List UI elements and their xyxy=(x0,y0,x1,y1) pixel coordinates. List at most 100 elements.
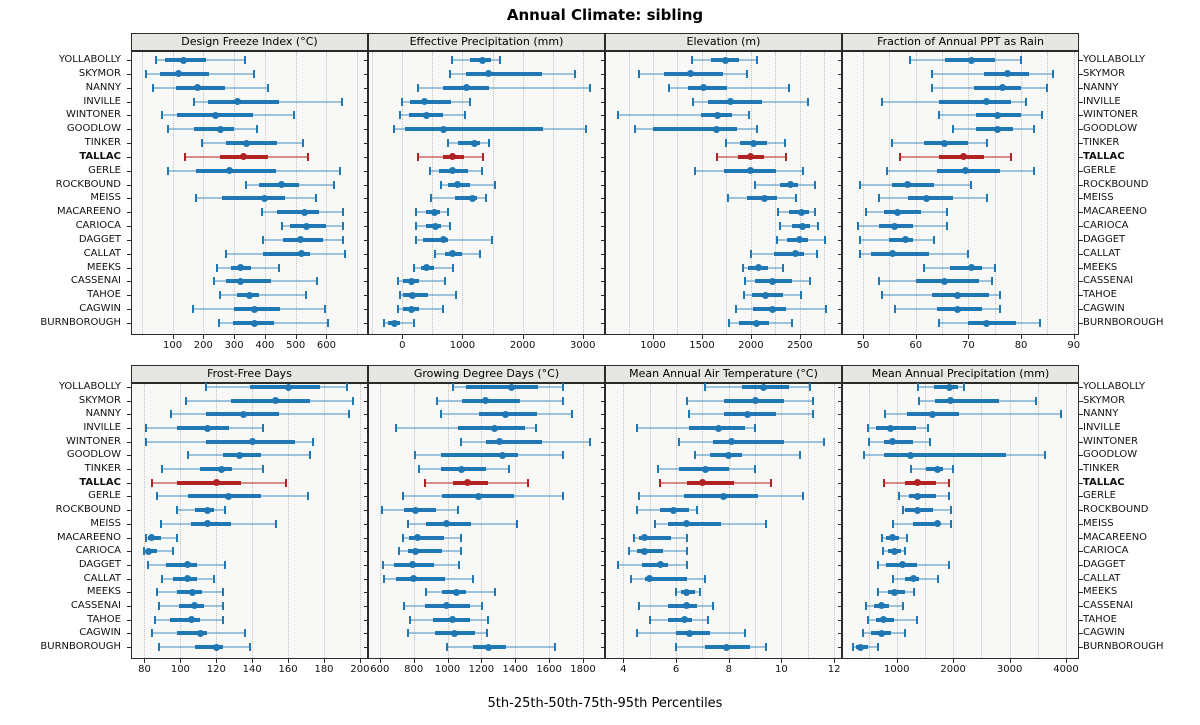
whisker-cap-p5 xyxy=(193,97,196,106)
whisker-cap-p95 xyxy=(261,465,264,474)
station-label-right: MEISS xyxy=(1083,517,1114,529)
station-axis-tick xyxy=(127,184,131,186)
range-25-75 xyxy=(889,237,914,242)
whisker-cap-p95 xyxy=(706,615,709,624)
axis-tick xyxy=(676,659,678,663)
station-axis-tick xyxy=(1079,73,1083,75)
range-25-75 xyxy=(668,617,692,622)
station-axis-tick xyxy=(601,101,605,103)
whisker-cap-p5 xyxy=(156,492,159,501)
panel-strip-title: Elevation (m) xyxy=(686,35,761,48)
median-dot xyxy=(212,479,220,487)
panel-plot-area xyxy=(368,51,605,335)
station-axis-tick xyxy=(364,387,368,388)
whisker-cap-p95 xyxy=(570,410,573,419)
range-25-75 xyxy=(200,467,233,472)
grid-line xyxy=(915,52,917,334)
whisker-cap-p5 xyxy=(930,69,933,78)
range-25-75 xyxy=(404,127,544,132)
station-axis-tick xyxy=(127,455,131,457)
grid-line xyxy=(889,52,891,334)
median-dot xyxy=(148,534,156,542)
station-axis-tick xyxy=(364,523,368,525)
median-dot xyxy=(449,616,457,624)
median-dot xyxy=(250,319,258,327)
panel-strip: Effective Precipitation (mm) xyxy=(368,33,605,51)
median-dot xyxy=(797,208,805,216)
whisker-cap-p95 xyxy=(685,533,688,542)
station-label-right: TAHOE xyxy=(1083,613,1117,625)
whisker-cap-p5 xyxy=(893,305,896,314)
station-axis-tick xyxy=(127,633,131,635)
axis-tick xyxy=(462,335,464,339)
axis-tick-label: 800 xyxy=(404,664,424,675)
station-label-left: CASSENAI xyxy=(70,275,121,287)
grid-line xyxy=(359,384,361,658)
station-axis-tick xyxy=(601,537,605,539)
station-label-right: CASSENAI xyxy=(1083,275,1134,287)
median-dot xyxy=(878,629,885,637)
station-label-left: GOODLOW xyxy=(66,123,121,135)
median-dot xyxy=(453,181,461,189)
median-dot xyxy=(856,643,864,651)
whisker-cap-p95 xyxy=(783,139,786,148)
whisker-cap-p5 xyxy=(186,451,189,460)
station-axis-tick xyxy=(838,184,842,186)
axis-tick-label: 2000 xyxy=(940,664,966,675)
whisker-cap-p5 xyxy=(382,319,385,327)
station-axis-tick xyxy=(127,281,131,283)
median-dot xyxy=(893,208,901,216)
whisker-cap-p5 xyxy=(861,629,864,638)
whisker-cap-p5 xyxy=(742,291,745,300)
range-25-75 xyxy=(221,196,285,201)
axis-tick-label: 2000 xyxy=(738,340,764,351)
whisker-5-95 xyxy=(146,536,177,539)
median-dot xyxy=(236,277,244,285)
station-axis-tick xyxy=(838,482,842,484)
whisker-cap-p95 xyxy=(342,222,345,231)
median-dot xyxy=(910,575,918,583)
median-dot xyxy=(278,181,286,189)
whisker-cap-p5 xyxy=(659,478,662,487)
whisker-cap-p95 xyxy=(498,56,501,64)
whisker-cap-p5 xyxy=(159,519,162,528)
station-axis-tick xyxy=(1079,564,1083,566)
range-25-75 xyxy=(653,127,737,132)
range-25-75 xyxy=(774,251,805,256)
station-axis-tick xyxy=(127,428,131,430)
station-axis-tick xyxy=(127,309,131,311)
station-axis-tick xyxy=(601,115,605,117)
station-axis-tick xyxy=(364,60,368,61)
median-dot xyxy=(411,547,419,555)
whisker-cap-p95 xyxy=(308,451,311,460)
whisker-cap-p95 xyxy=(1025,97,1028,106)
whisker-5-95 xyxy=(416,238,492,241)
grid-line xyxy=(413,384,415,658)
whisker-cap-p95 xyxy=(743,629,746,638)
axis-tick-label: 2000 xyxy=(509,340,536,351)
station-axis-tick xyxy=(601,156,605,158)
whisker-cap-p5 xyxy=(727,194,730,203)
range-25-75 xyxy=(466,385,539,389)
axis-tick-label: 90 xyxy=(1067,340,1081,351)
whisker-cap-p5 xyxy=(877,277,880,286)
whisker-cap-p5 xyxy=(898,492,901,501)
station-axis-tick xyxy=(1079,414,1083,416)
station-label-left: WINTONER xyxy=(65,109,121,121)
whisker-cap-p95 xyxy=(261,424,264,433)
whisker-cap-p95 xyxy=(256,125,259,134)
range-25-75 xyxy=(973,85,1022,90)
median-dot xyxy=(641,534,648,542)
grid-line xyxy=(172,52,174,334)
whisker-cap-p95 xyxy=(266,83,269,92)
panel-strip: Fraction of Annual PPT as Rain xyxy=(842,33,1079,51)
range-25-75 xyxy=(191,521,231,526)
whisker-cap-p95 xyxy=(822,437,825,446)
station-label-right: ROCKBOUND xyxy=(1083,504,1149,516)
whisker-cap-p95 xyxy=(515,519,518,528)
station-label-right: BURNBOROUGH xyxy=(1083,641,1164,652)
median-dot xyxy=(646,575,654,583)
axis-tick xyxy=(750,335,752,339)
station-axis-tick xyxy=(1079,428,1083,430)
station-axis-tick xyxy=(1079,469,1083,471)
